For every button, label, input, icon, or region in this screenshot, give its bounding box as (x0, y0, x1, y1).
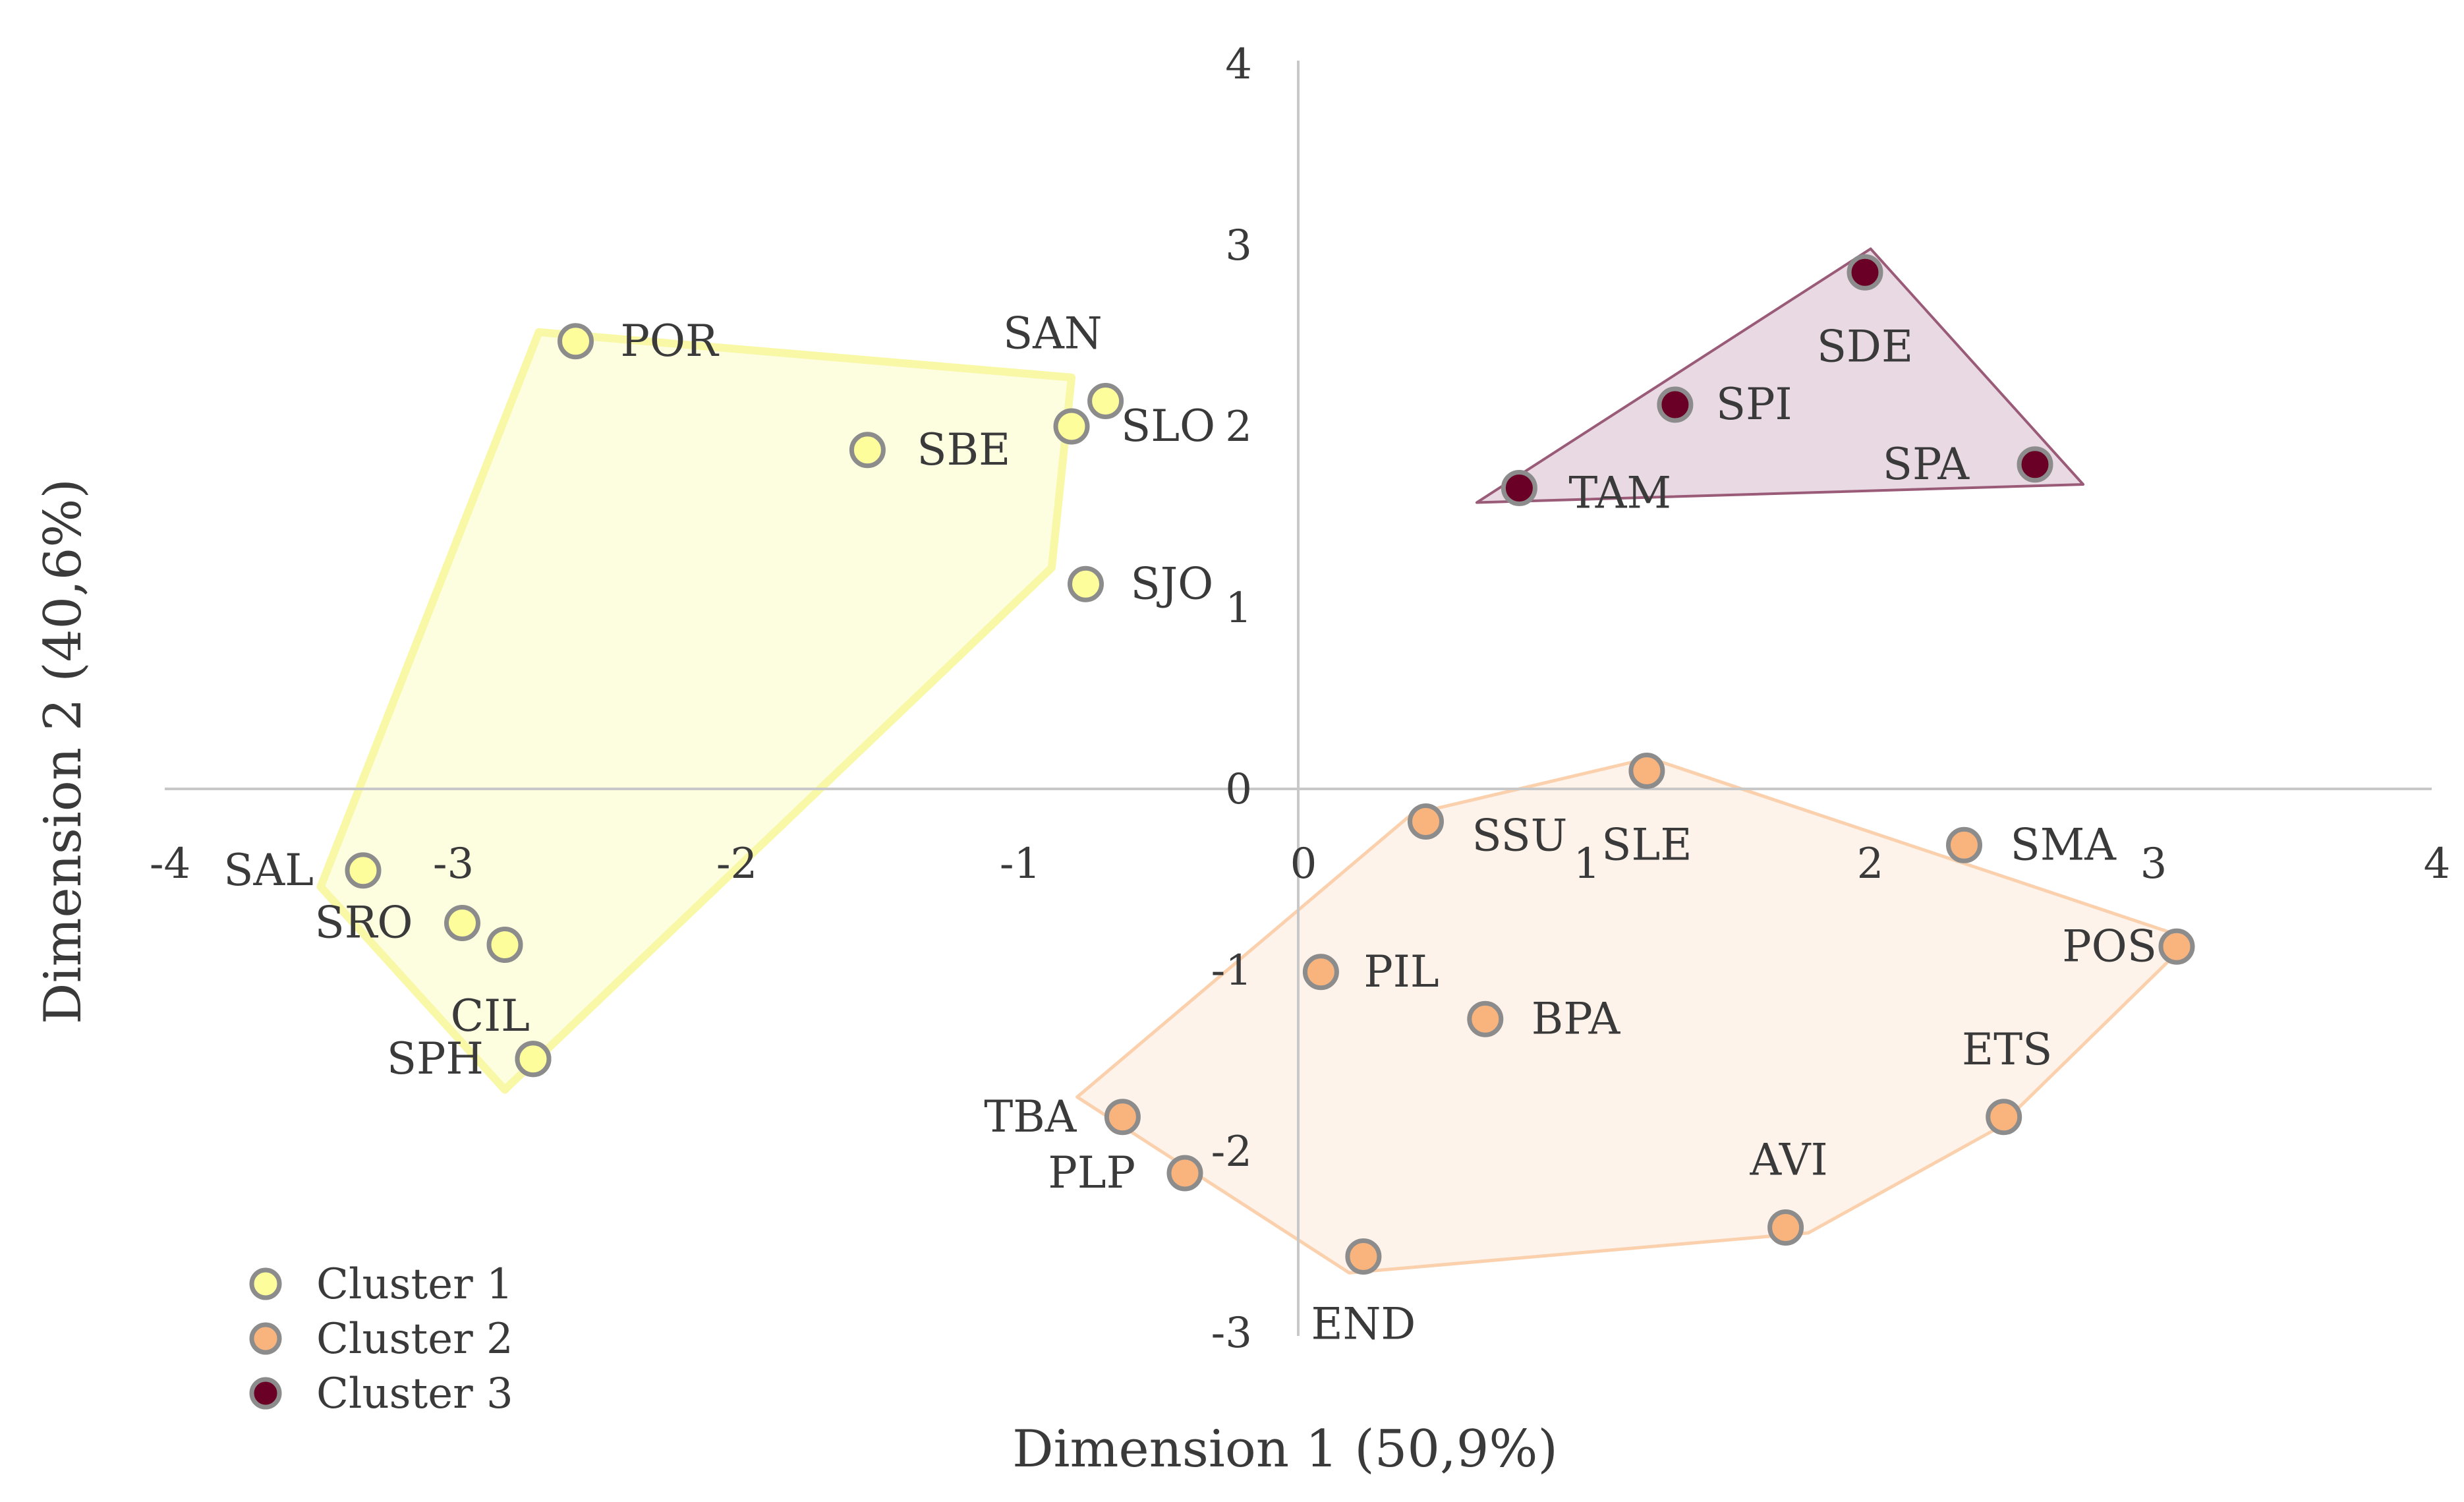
point-label-plp: PLP (1048, 1147, 1135, 1198)
x-tick-label: -4 (150, 840, 190, 888)
cluster-2-hull (1075, 756, 2192, 1275)
point-cluster-1-san (1087, 383, 1124, 419)
point-cluster-2-avi (1767, 1209, 1804, 1246)
point-label-sro: SRO (314, 898, 413, 948)
point-cluster-2-ets (1986, 1099, 2022, 1136)
legend-marker-cluster-1 (249, 1267, 282, 1300)
point-label-sbe: SBE (917, 424, 1010, 475)
point-label-cil: CIL (451, 991, 530, 1041)
point-cluster-1-sro (444, 905, 480, 941)
legend-label-cluster-1: Cluster 1 (316, 1260, 513, 1309)
point-cluster-1-slo (1053, 408, 1090, 445)
legend-label-cluster-2: Cluster 2 (316, 1315, 513, 1364)
point-label-spi: SPI (1716, 379, 1792, 430)
y-tick-label: 0 (1225, 765, 1252, 814)
point-label-sde: SDE (1817, 321, 1913, 372)
point-label-tam: TAM (1568, 468, 1671, 519)
point-cluster-3-sde (1847, 254, 1883, 291)
point-label-tba: TBA (984, 1091, 1077, 1142)
point-cluster-3-spi (1657, 386, 1694, 423)
x-tick-label: 0 (1290, 840, 1317, 888)
y-tick-label: -3 (1211, 1309, 1252, 1358)
axes (165, 61, 2432, 1336)
point-cluster-1-unlabeled (486, 927, 523, 963)
point-label-slo: SLO (1121, 401, 1215, 451)
y-tick-label: 1 (1225, 584, 1252, 633)
legend: Cluster 1 Cluster 2 Cluster 3 (249, 1260, 513, 1418)
point-cluster-3-tam (1501, 470, 1537, 506)
point-label-san: SAN (1003, 308, 1103, 359)
legend-marker-cluster-3 (249, 1377, 282, 1410)
point-cluster-2-end (1345, 1238, 1382, 1275)
x-tick-label: 1 (1574, 840, 1601, 888)
y-tick-label: -2 (1211, 1128, 1252, 1176)
point-label-sle: SLE (1601, 820, 1692, 871)
legend-label-cluster-3: Cluster 3 (316, 1370, 513, 1418)
point-cluster-2-sma (1946, 826, 1982, 863)
point-label-ssu: SSU (1472, 811, 1568, 861)
point-cluster-2-sle (1628, 753, 1665, 789)
point-label-bpa: BPA (1532, 993, 1621, 1044)
x-tick-label: 2 (1857, 840, 1884, 888)
point-label-spa: SPA (1883, 439, 1970, 490)
data-points (345, 254, 2195, 1275)
x-tick-label: -1 (1000, 840, 1041, 888)
x-tick-label: 3 (2140, 840, 2167, 888)
y-tick-label: -1 (1211, 946, 1252, 995)
point-cluster-1-sal (345, 852, 382, 889)
x-axis-ticks: -4 -3 -2 -1 0 1 2 3 4 (150, 840, 2451, 888)
y-tick-label: 2 (1225, 403, 1252, 451)
point-label-pos: POS (2062, 921, 2157, 971)
point-label-end: END (1311, 1299, 1416, 1350)
cluster-1-hull (316, 328, 1075, 1094)
point-cluster-2-bpa (1467, 1000, 1504, 1037)
point-cluster-2-pos (2158, 928, 2195, 965)
cluster-hulls (316, 247, 2192, 1275)
x-tick-label: -3 (433, 840, 474, 888)
point-label-pil: PIL (1363, 946, 1439, 997)
point-label-avi: AVI (1750, 1135, 1828, 1186)
y-tick-label: 3 (1225, 221, 1252, 270)
cluster-3-hull (1475, 247, 2085, 504)
y-axis-ticks: -3 -2 -1 0 1 2 3 4 (1211, 40, 1252, 1358)
point-cluster-2-pil (1302, 954, 1339, 991)
x-tick-label: 4 (2424, 840, 2451, 888)
point-label-sph: SPH (387, 1033, 484, 1084)
point-label-por: POR (621, 316, 720, 366)
x-tick-label: -2 (716, 840, 757, 888)
point-label-sal: SAL (223, 845, 314, 896)
point-cluster-3-spa (2017, 446, 2053, 483)
point-cluster-1-sjo (1068, 565, 1104, 602)
point-cluster-1-por (558, 323, 594, 360)
point-label-sjo: SJO (1131, 558, 1214, 609)
legend-marker-cluster-2 (249, 1322, 282, 1355)
point-label-ets: ETS (1962, 1024, 2052, 1075)
point-label-sma: SMA (2011, 819, 2117, 870)
point-cluster-1-sph (515, 1041, 552, 1078)
point-cluster-1-sbe (849, 432, 886, 469)
point-cluster-2-plp (1166, 1155, 1203, 1192)
point-cluster-2-ssu (1408, 803, 1444, 840)
point-cluster-2-tba (1104, 1099, 1141, 1136)
y-tick-label: 4 (1225, 40, 1252, 89)
y-axis-title: Dimension 2 (40,6%) (34, 478, 93, 1024)
x-axis-title: Dimension 1 (50,9%) (1012, 1420, 1558, 1479)
